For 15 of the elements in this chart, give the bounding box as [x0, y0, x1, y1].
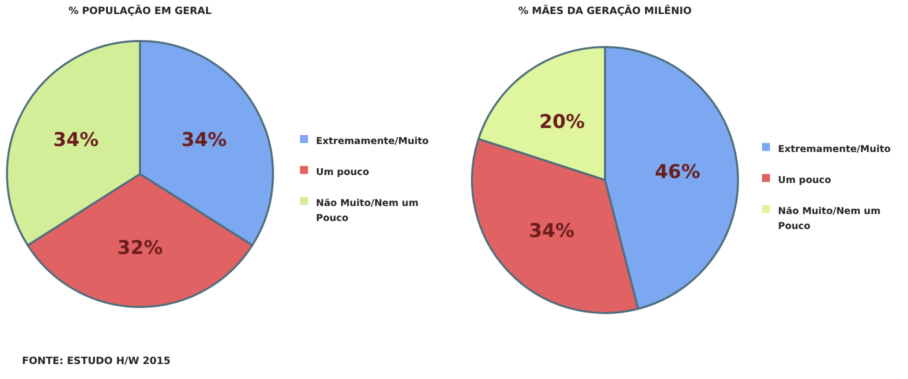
- data-label: 32%: [117, 237, 163, 260]
- legend-label: Um pouco: [316, 167, 370, 178]
- source-note: FONTE: ESTUDO H/W 2015: [22, 356, 170, 367]
- data-label: 34%: [181, 128, 227, 151]
- legend-label: Um pouco: [778, 175, 832, 186]
- legend-label: Extremamente/Muito: [316, 136, 430, 147]
- legend-label: Não Muito/Nem um Pouco: [778, 206, 881, 232]
- data-label: 46%: [654, 160, 700, 183]
- data-label: 34%: [53, 128, 99, 151]
- chart-title: % POPULAÇÃO EM GERAL: [68, 4, 212, 17]
- data-label: 20%: [539, 110, 585, 133]
- legend-label: Extremamente/Muito: [778, 144, 892, 155]
- legend-label: Não Muito/Nem um Pouco: [316, 198, 419, 224]
- chart-title: % MÃES DA GERAÇÃO MILÊNIO: [518, 4, 692, 17]
- data-label: 34%: [528, 220, 574, 242]
